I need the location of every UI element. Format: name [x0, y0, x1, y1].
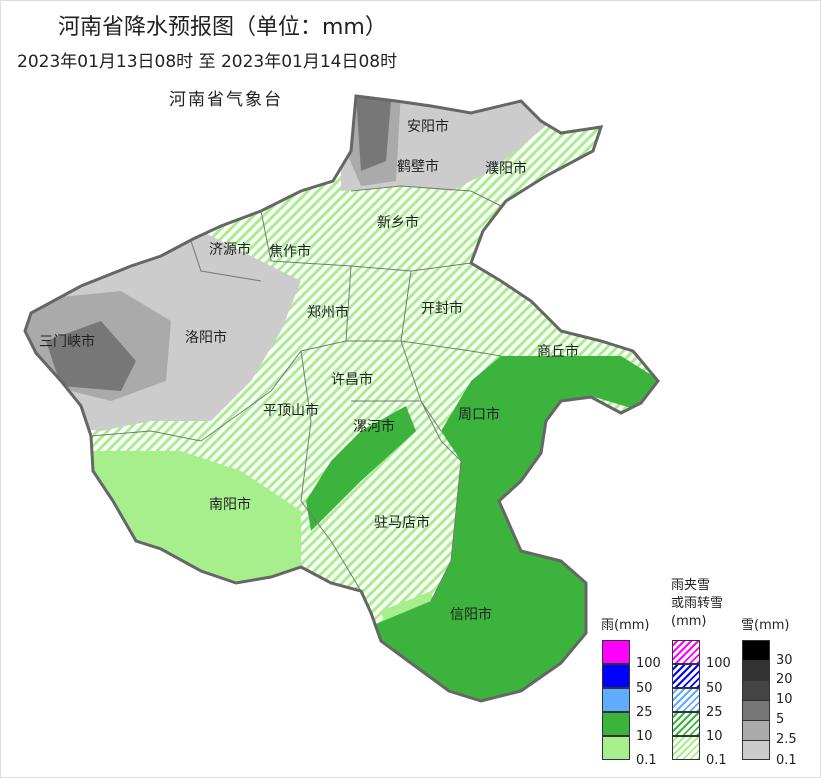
- legend-mixed-title-3: (mm): [671, 614, 707, 629]
- city-label-anyang: 安阳市: [407, 119, 449, 135]
- forecast-period: 2023年01月13日08时 至 2023年01月14日08时: [17, 52, 398, 72]
- city-label-nanyang: 南阳市: [209, 497, 251, 513]
- legend-mixed-title-1: 雨夹雪: [671, 578, 711, 593]
- legend-rain-label: 25: [636, 705, 653, 720]
- city-label-luoyang: 洛阳市: [185, 330, 227, 346]
- legend-snow-swatch-20: [742, 660, 770, 681]
- city-label-pingdingshan: 平顶山市: [263, 403, 319, 419]
- city-label-sanmenxia: 三门峡市: [39, 334, 95, 350]
- legend-rain-label: 100: [636, 656, 661, 671]
- legend-mixed-title-2: 或雨转雪: [671, 596, 724, 611]
- legend-snow-swatch-10: [742, 680, 770, 701]
- city-label-xinyang: 信阳市: [450, 607, 492, 623]
- legend-rain-swatch-10: [602, 712, 630, 736]
- legend-snow-title: 雪(mm): [741, 618, 790, 633]
- legend-snow-label: 0.1: [776, 753, 797, 768]
- city-label-zhoukou: 周口市: [458, 407, 500, 423]
- legend-snow-label: 30: [776, 653, 793, 668]
- city-label-puyang: 濮阳市: [485, 161, 527, 177]
- city-label-jiyuan: 济源市: [209, 242, 251, 258]
- city-label-jiaozuo: 焦作市: [269, 244, 311, 260]
- city-label-hebi: 鹤壁市: [397, 159, 439, 175]
- legend-mixed-swatch-10: [672, 712, 700, 736]
- legend-rain-label: 10: [636, 729, 653, 744]
- legend-mixed-label: 100: [706, 656, 731, 671]
- map-title: 河南省降水预报图（单位：mm）: [58, 15, 387, 40]
- city-label-zhengzhou: 郑州市: [307, 305, 349, 321]
- city-label-shangqiu: 商丘市: [537, 344, 579, 360]
- city-label-xinxiang: 新乡市: [377, 215, 419, 231]
- legend-snow-label: 20: [776, 672, 793, 687]
- agency-name: 河南省气象台: [169, 90, 283, 110]
- legend-rain-label: 0.1: [636, 753, 657, 768]
- legend-snow-swatch-2.5: [742, 720, 770, 741]
- legend-snow-label: 10: [776, 692, 793, 707]
- legend-rain-swatch-50: [602, 664, 630, 688]
- legend-snow-swatch-5: [742, 700, 770, 721]
- city-label-kaifeng: 开封市: [421, 301, 463, 317]
- legend-snow-label: 2.5: [776, 732, 797, 747]
- legend-mixed-swatch-25: [672, 688, 700, 712]
- legend-snow-swatch-30plus: [742, 640, 770, 661]
- legend-snow-swatch-0.1: [742, 740, 770, 760]
- legend-rain-title: 雨(mm): [601, 618, 650, 633]
- legend-rain-swatch-100plus: [602, 640, 630, 664]
- legend-mixed-label: 10: [706, 729, 723, 744]
- city-label-zhumadian: 驻马店市: [374, 515, 430, 531]
- legend-snow-label: 5: [776, 712, 785, 727]
- legend-mixed-swatch-100plus: [672, 640, 700, 664]
- legend-rain-swatch-0.1: [602, 736, 630, 760]
- legend-mixed-swatch-0.1: [672, 736, 700, 760]
- city-label-xuchang: 许昌市: [331, 372, 373, 388]
- city-label-luohe: 漯河市: [353, 419, 395, 435]
- legend-mixed-label: 25: [706, 705, 723, 720]
- legend-mixed-label: 0.1: [706, 753, 727, 768]
- legend-rain-label: 50: [636, 681, 653, 696]
- legend-mixed-swatch-50: [672, 664, 700, 688]
- legend-mixed-label: 50: [706, 681, 723, 696]
- legend-rain-swatch-25: [602, 688, 630, 712]
